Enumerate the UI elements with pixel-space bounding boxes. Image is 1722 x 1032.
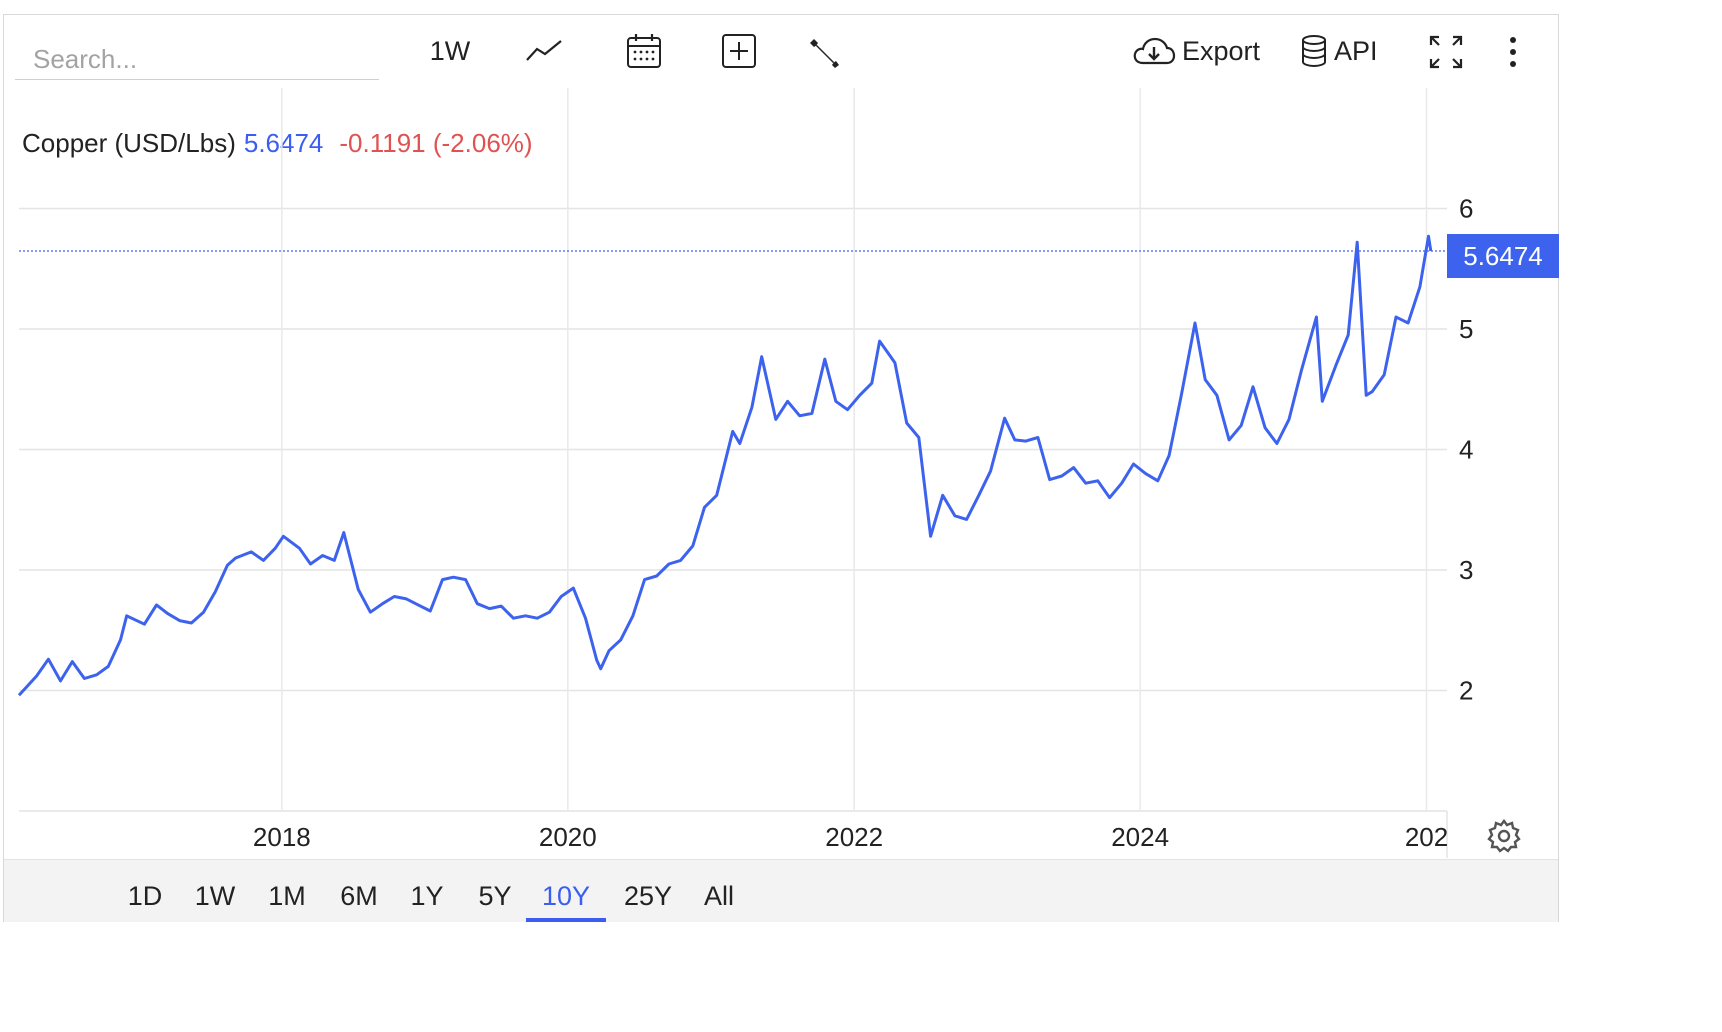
plus-box-icon[interactable] (718, 30, 760, 72)
range-button-1d[interactable]: 1D (127, 881, 163, 911)
range-button-all[interactable]: All (703, 881, 734, 911)
wrench-icon[interactable] (803, 32, 843, 72)
instrument-name: Copper (USD/Lbs) (22, 128, 236, 158)
y-tick-label: 5 (1459, 314, 1473, 344)
export-button[interactable]: Export (1132, 30, 1270, 72)
x-tick-label: 2022 (825, 822, 883, 852)
cloud-download-icon (1133, 37, 1176, 65)
x-tick-label: 202 (1405, 822, 1448, 852)
range-button-25y[interactable]: 25Y (623, 881, 673, 911)
range-button-5y[interactable]: 5Y (478, 881, 512, 911)
api-label: API (1334, 35, 1378, 66)
frequency-button[interactable]: 1W (429, 35, 471, 66)
range-button-1m[interactable]: 1M (268, 881, 306, 911)
x-tick-label: 2024 (1111, 822, 1169, 852)
range-button-1w[interactable]: 1W (194, 881, 236, 911)
chart-header: Copper (USD/Lbs) 5.6474 -0.1191 (-2.06%) (22, 128, 533, 159)
x-tick-label: 2018 (253, 822, 311, 852)
price-change: -0.1191 (-2.06%) (339, 128, 533, 158)
range-button-1y[interactable]: 1Y (410, 881, 444, 911)
line-chart-icon[interactable] (522, 32, 566, 70)
y-tick-label: 3 (1459, 555, 1473, 585)
last-price-tag: 5.6474 (1447, 234, 1559, 278)
database-icon (1302, 35, 1326, 68)
last-price: 5.6474 (243, 128, 324, 158)
y-tick-label: 2 (1459, 676, 1473, 706)
x-tick-label: 2020 (539, 822, 597, 852)
fullscreen-icon[interactable] (1426, 32, 1466, 72)
calendar-icon[interactable] (622, 30, 666, 72)
search-input[interactable] (15, 30, 379, 80)
more-vertical-icon[interactable] (1500, 32, 1526, 72)
y-tick-label: 6 (1459, 194, 1473, 224)
api-button[interactable]: API (1300, 30, 1384, 72)
export-label: Export (1182, 35, 1261, 66)
range-button-6m[interactable]: 6M (340, 881, 378, 911)
range-button-10y[interactable]: 10Y (526, 860, 606, 922)
chart-widget (3, 14, 1559, 922)
y-tick-label: 4 (1459, 435, 1473, 465)
price-series-line (17, 234, 1433, 697)
range-selector: 1D 1W 1M 6M 1Y 5Y 10Y 25Y All (4, 859, 1558, 922)
gear-icon[interactable] (1486, 818, 1522, 854)
